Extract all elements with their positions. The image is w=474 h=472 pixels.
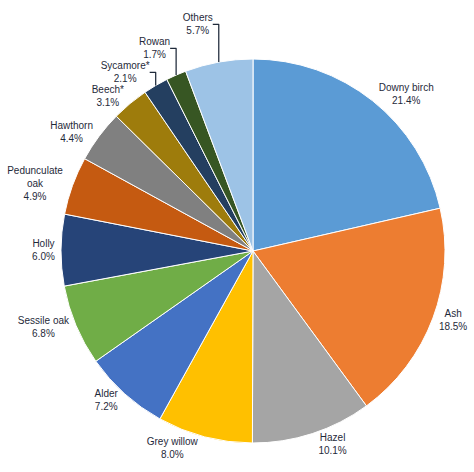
svg-text:Beech*3.1%: Beech*3.1%: [92, 84, 124, 108]
svg-text:Downy birch21.4%: Downy birch21.4%: [379, 82, 434, 106]
svg-text:Hazel10.1%: Hazel10.1%: [318, 432, 346, 456]
svg-text:Others5.7%: Others5.7%: [183, 12, 213, 36]
svg-text:Ash18.5%: Ash18.5%: [439, 308, 467, 332]
svg-text:Grey willow8.0%: Grey willow8.0%: [147, 436, 199, 460]
svg-text:Sycamore*2.1%: Sycamore*2.1%: [101, 60, 150, 84]
svg-text:Pedunculateoak4.9%: Pedunculateoak4.9%: [7, 165, 63, 202]
svg-text:Alder7.2%: Alder7.2%: [95, 388, 119, 412]
svg-text:Hawthorn4.4%: Hawthorn4.4%: [50, 120, 93, 144]
svg-text:Sessile oak6.8%: Sessile oak6.8%: [18, 315, 70, 339]
svg-text:Rowan1.7%: Rowan1.7%: [139, 36, 170, 60]
svg-text:Holly6.0%: Holly6.0%: [32, 238, 55, 262]
